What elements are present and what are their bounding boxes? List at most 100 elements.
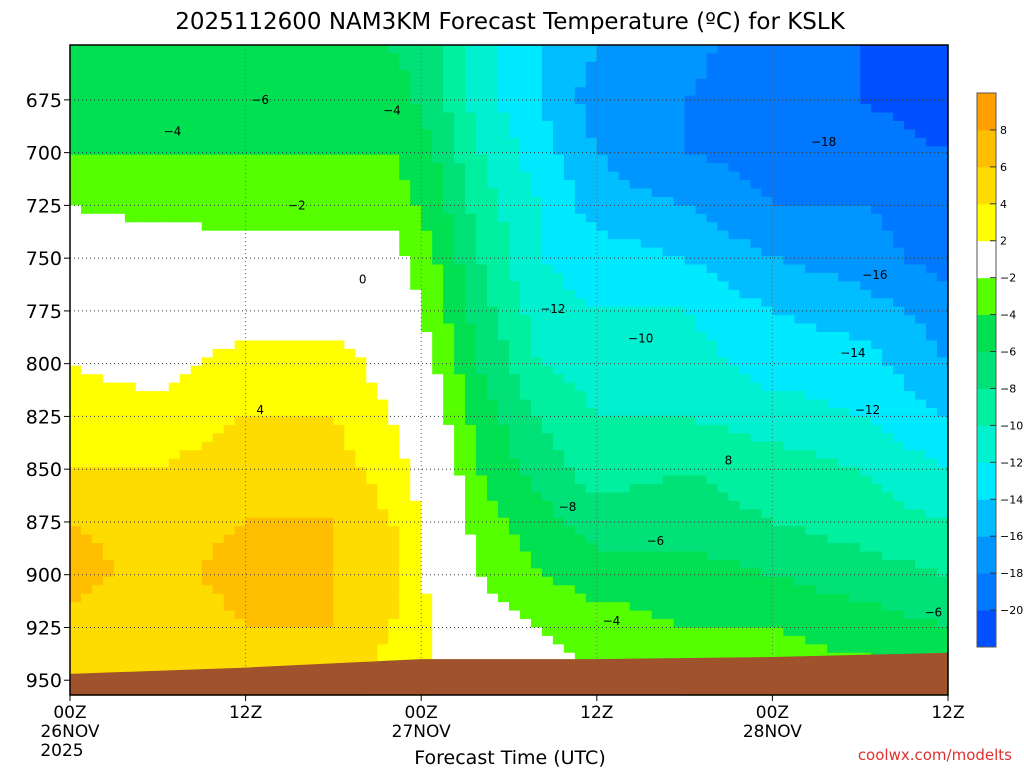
heat-cell (530, 129, 543, 139)
heat-cell (563, 593, 576, 603)
heat-cell (684, 78, 697, 88)
heat-cell (750, 78, 763, 88)
heat-cell (212, 332, 225, 342)
heat-cell (135, 441, 148, 451)
heat-cell (651, 365, 664, 375)
heat-cell (80, 53, 93, 63)
heat-cell (179, 104, 192, 114)
heat-cell (80, 551, 93, 561)
heat-cell (190, 70, 203, 80)
heat-cell (322, 213, 334, 223)
heat-cell (311, 61, 324, 71)
heat-cell (333, 70, 345, 80)
heat-cell (124, 374, 137, 384)
heat-cell (377, 95, 389, 105)
heat-cell (410, 433, 422, 443)
heat-cell (563, 483, 576, 494)
heat-cell (695, 61, 708, 71)
heat-cell (476, 602, 488, 612)
heat-cell (629, 289, 642, 299)
heat-cell (300, 348, 313, 358)
heat-cell (519, 534, 532, 544)
heat-cell (640, 323, 653, 333)
heat-cell (267, 163, 280, 173)
heat-cell (629, 129, 642, 139)
heat-cell (717, 247, 730, 257)
heat-cell (487, 289, 499, 299)
heat-cell (344, 70, 356, 80)
heat-cell (311, 171, 324, 181)
heat-cell (410, 593, 422, 603)
heat-cell (509, 146, 521, 156)
heat-cell (728, 391, 741, 401)
heat-cell (498, 264, 510, 274)
heat-cell (212, 281, 225, 291)
heat-cell (256, 146, 269, 156)
heat-cell (607, 78, 620, 88)
heat-cell (410, 239, 422, 249)
heat-cell (289, 340, 302, 350)
heat-cell (344, 576, 356, 586)
heat-cell (289, 315, 302, 325)
heat-cell (333, 298, 345, 308)
heat-cell (541, 272, 554, 282)
heat-cell (278, 458, 291, 468)
heat-cell (498, 576, 510, 586)
heat-cell (212, 627, 225, 637)
heat-cell (124, 509, 137, 519)
heat-cell (333, 551, 345, 561)
heat-cell (322, 332, 334, 342)
heat-cell (70, 256, 82, 266)
heat-cell (618, 129, 631, 139)
heat-cell (102, 382, 115, 392)
heat-cell (519, 652, 532, 662)
heat-cell (124, 568, 137, 578)
heat-cell (234, 619, 247, 629)
heat-cell (585, 104, 598, 114)
heat-cell (541, 407, 554, 418)
heat-cell (728, 652, 741, 662)
heat-cell (289, 180, 302, 190)
heat-cell (684, 357, 697, 367)
heat-cell (717, 509, 730, 519)
heat-cell (344, 120, 356, 131)
heat-cell (772, 247, 784, 257)
heat-cell (498, 239, 510, 249)
heat-cell (750, 163, 763, 173)
heat-cell (728, 627, 741, 637)
heat-cell (344, 534, 356, 544)
heat-cell (267, 559, 280, 569)
heat-cell (311, 222, 324, 232)
heat-cell (157, 500, 170, 510)
heat-cell (761, 534, 773, 544)
heat-cell (135, 585, 148, 595)
heat-cell (234, 112, 247, 122)
heat-cell (80, 323, 93, 333)
heat-cell (432, 239, 444, 249)
heat-cell (223, 382, 236, 392)
heat-cell (717, 441, 730, 451)
heat-cell (190, 357, 203, 367)
heat-cell (168, 239, 181, 249)
heat-cell (607, 602, 620, 612)
heat-cell (519, 95, 532, 105)
heat-cell (333, 568, 345, 578)
heat-cell (574, 272, 587, 282)
heat-cell (717, 256, 730, 266)
heat-cell (585, 652, 598, 662)
heat-cell (530, 323, 543, 333)
heat-cell (146, 500, 159, 510)
heat-cell (574, 433, 587, 443)
heat-cell (695, 196, 708, 206)
heat-cell (717, 407, 730, 418)
heat-cell (223, 526, 236, 536)
heat-cell (739, 53, 752, 63)
heat-cell (563, 256, 576, 266)
heat-cell (706, 281, 719, 291)
heat-cell (541, 112, 554, 122)
heat-cell (124, 619, 137, 629)
heat-cell (552, 399, 565, 409)
heat-cell (706, 610, 719, 620)
heat-cell (399, 120, 411, 131)
